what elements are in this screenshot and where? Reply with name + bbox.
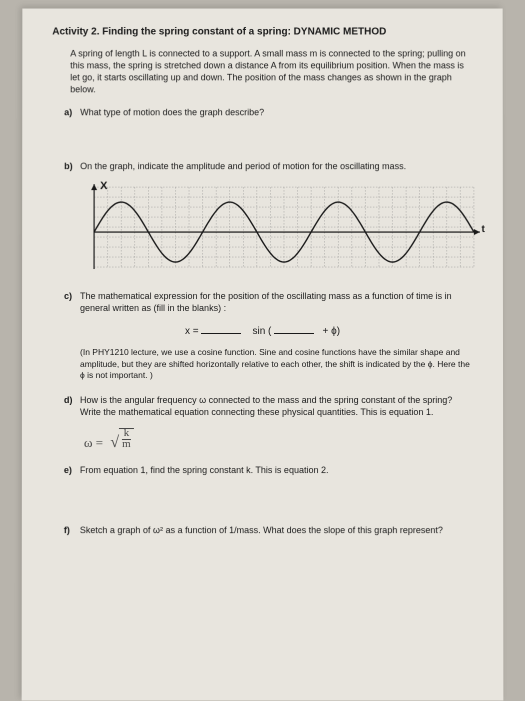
question-letter: b) [64,160,80,172]
sine-wave-svg [80,182,480,277]
equation-template: x = sin ( + ϕ) [52,324,473,337]
question-letter: a) [64,106,80,118]
question-letter: f) [64,524,80,536]
x-axis-label: X [100,180,107,192]
question-a: a) What type of motion does the graph de… [64,106,473,118]
question-c: c) The mathematical expression for the p… [64,290,473,314]
omega-equals: ω = [84,435,103,450]
question-text: Sketch a graph of ω² as a function of 1/… [80,524,473,536]
question-letter: e) [64,464,80,476]
oscillation-graph: X t [80,182,473,282]
activity-title: Activity 2. Finding the spring constant … [52,26,472,37]
question-text: On the graph, indicate the amplitude and… [80,160,473,172]
eq-phi: + ϕ) [322,326,340,337]
handwritten-equation: ω = √ k m [84,428,473,452]
answer-space-a [52,128,473,160]
question-f: f) Sketch a graph of ω² as a function of… [64,524,473,536]
t-axis-label: t [482,224,485,235]
question-letter: c) [64,290,80,314]
question-d: d) How is the angular frequency ω connec… [64,394,473,418]
blank-amplitude [201,324,241,334]
sqrt-icon: √ [110,434,119,451]
question-text: What type of motion does the graph descr… [80,106,473,118]
question-e: e) From equation 1, find the spring cons… [64,464,473,476]
eq-prefix: x = [185,326,199,337]
question-text: From equation 1, find the spring constan… [80,464,473,476]
eq-sin: sin ( [252,326,271,337]
question-text: The mathematical expression for the posi… [80,290,473,314]
question-text: How is the angular frequency ω connected… [80,394,473,418]
question-b: b) On the graph, indicate the amplitude … [64,160,473,172]
frac-denominator: m [122,440,131,450]
blank-frequency [274,324,314,334]
question-letter: d) [64,394,80,418]
lecture-note: (In PHY1210 lecture, we use a cosine fun… [80,347,473,381]
intro-paragraph: A spring of length L is connected to a s… [70,47,473,95]
worksheet-page: Activity 2. Finding the spring constant … [22,9,504,701]
answer-space-e [52,486,473,524]
